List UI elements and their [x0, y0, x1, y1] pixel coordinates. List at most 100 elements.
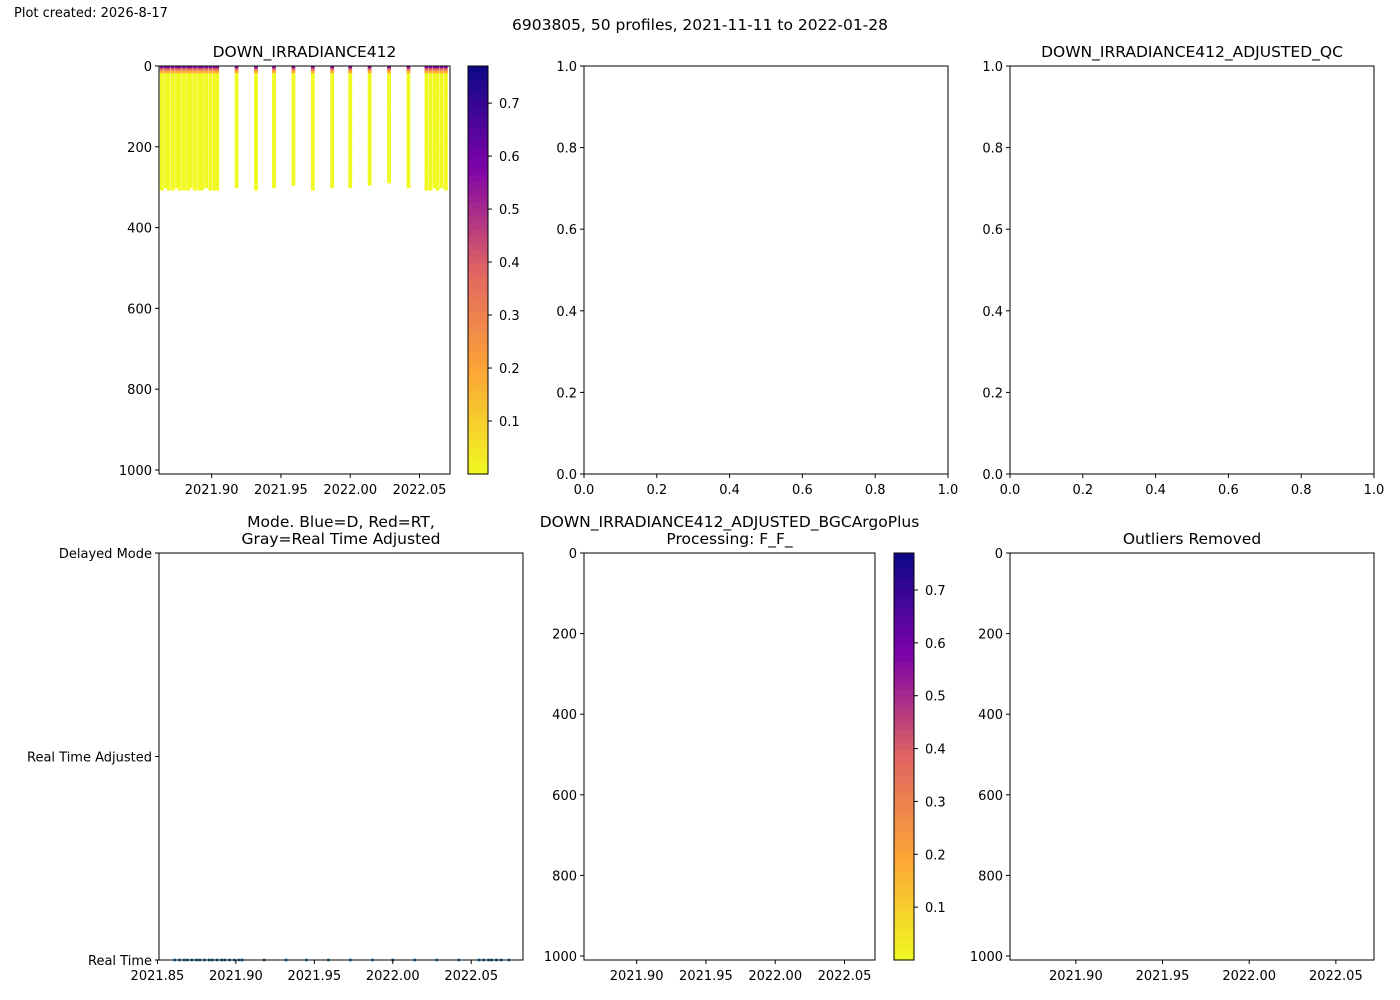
profile-cell: [443, 80, 448, 84]
profile-cell: [164, 87, 168, 92]
profile-cell: [212, 70, 217, 75]
profile-cell: [387, 167, 391, 172]
profile-cell: [186, 107, 190, 111]
profile-cell: [170, 131, 175, 135]
profile-cell: [234, 82, 239, 87]
profile-cell: [310, 165, 315, 169]
profile-cell: [435, 114, 440, 118]
profile-cell: [310, 143, 315, 147]
profile-cell: [272, 184, 276, 189]
profile-cell: [159, 167, 164, 172]
profile-cell: [208, 92, 213, 97]
profile-cell: [204, 143, 208, 147]
profile-cell: [439, 75, 444, 80]
profile-cell: [310, 179, 315, 184]
profile-cell: [215, 179, 220, 184]
profile-cell: [367, 158, 372, 162]
profile-cell: [189, 73, 193, 77]
profile-cell: [208, 70, 213, 75]
profile-cell: [406, 121, 411, 126]
y-tick-label: 0: [995, 547, 1003, 562]
profile-cell: [208, 138, 213, 143]
profile-cell: [432, 133, 437, 138]
colorbar-step: [894, 627, 914, 635]
profile-cell: [177, 148, 182, 152]
profile-cell: [367, 95, 372, 99]
profile-cell: [197, 104, 202, 109]
profile-cell: [439, 155, 444, 160]
profile-cell: [208, 177, 213, 181]
profile-cell: [189, 129, 193, 133]
profile-cell: [367, 138, 372, 143]
profile-cell: [166, 148, 171, 152]
profile-cell: [177, 167, 182, 172]
profile-cell: [193, 136, 197, 140]
profile-cell: [330, 95, 335, 99]
profile-cell: [197, 112, 202, 116]
profile-7: [186, 66, 190, 191]
profile-cell: [387, 138, 391, 143]
profile-cell: [197, 160, 202, 164]
profile-cell: [193, 170, 197, 174]
profile-cell: [208, 184, 213, 189]
profile-cell: [170, 114, 175, 118]
profile-cell: [177, 126, 182, 130]
profile-cell: [208, 143, 213, 147]
profile-cell: [159, 116, 164, 121]
x-tick-label: 2022.05: [818, 969, 872, 984]
profile-cell: [424, 143, 429, 147]
y-tick-label: 200: [978, 628, 1003, 643]
profile-cell: [272, 175, 276, 179]
profile-cell: [200, 158, 204, 162]
profile-cell: [254, 179, 258, 184]
profile-cell: [234, 109, 239, 114]
profile-cell: [428, 158, 433, 162]
profile-cell: [197, 177, 202, 181]
profile-cell: [193, 160, 197, 164]
profile-cell: [406, 107, 411, 111]
profile-cell: [330, 109, 335, 114]
profile-cell: [272, 153, 276, 157]
profile-cell: [175, 129, 179, 133]
profile-cell: [182, 131, 186, 135]
colorbar-step: [894, 641, 914, 649]
profile-cell: [443, 116, 448, 121]
profile-cell: [193, 184, 197, 189]
profile-cell: [212, 104, 217, 109]
profile-cell: [428, 104, 433, 109]
profile-cell: [212, 92, 217, 97]
profile-cell: [387, 90, 391, 94]
profile-cell: [175, 121, 179, 126]
profile-cell: [177, 114, 182, 118]
profile-cell: [177, 102, 182, 106]
profile-cell: [170, 155, 175, 160]
profile-cell: [439, 109, 444, 114]
profile-cell: [193, 73, 197, 77]
profile-cell: [348, 116, 353, 121]
profile-cell: [212, 145, 217, 150]
profile-cell: [193, 97, 197, 101]
colorbar-step: [468, 310, 488, 319]
profile-cell: [406, 179, 411, 184]
profile-cell: [428, 95, 433, 99]
profile-cell: [197, 165, 202, 169]
colorbar-step: [468, 344, 488, 353]
profile-cell: [177, 99, 182, 104]
profile-cell: [348, 99, 353, 104]
profile-26: [424, 66, 429, 191]
profile-cell: [435, 148, 440, 152]
profile-cell: [254, 155, 258, 160]
profile-cell: [330, 97, 335, 101]
profile-cell: [435, 66, 440, 70]
profile-cell: [234, 162, 239, 167]
profile-cell: [387, 114, 391, 118]
profile-cell: [197, 187, 202, 191]
profile-cell: [177, 85, 182, 89]
profile-cell: [330, 75, 335, 80]
profile-cell: [170, 107, 175, 111]
profile-cell: [212, 121, 217, 126]
profile-cell: [200, 75, 204, 80]
profile-cell: [189, 99, 193, 104]
profile-cell: [272, 150, 276, 155]
profile-cell: [200, 162, 204, 167]
